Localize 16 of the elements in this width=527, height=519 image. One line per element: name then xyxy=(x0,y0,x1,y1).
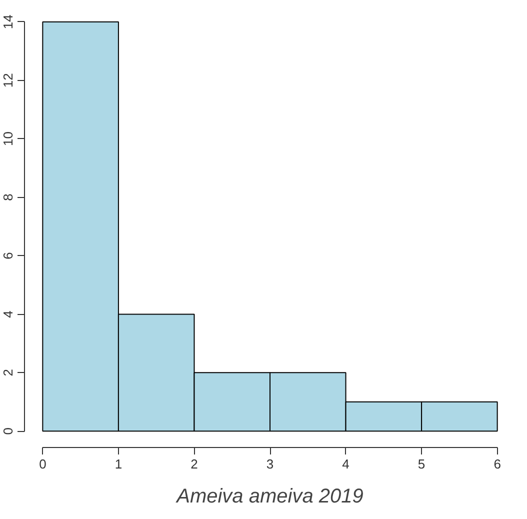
x-tick-label: 3 xyxy=(266,456,274,472)
y-tick-label: 8 xyxy=(0,194,16,201)
x-tick-label: 4 xyxy=(342,456,350,472)
x-tick-label: 5 xyxy=(418,456,426,472)
x-tick-label: 6 xyxy=(494,456,501,472)
y-tick-label: 0 xyxy=(0,428,16,435)
y-tick-label: 14 xyxy=(0,14,16,30)
x-tick-label: 1 xyxy=(114,456,122,472)
x-tick-label: 2 xyxy=(190,456,198,472)
x-tick-label: 0 xyxy=(39,456,46,472)
y-tick-label: 12 xyxy=(0,73,16,88)
y-tick-label: 4 xyxy=(0,310,16,318)
y-tick-label: 6 xyxy=(0,252,16,260)
x-axis-title: Ameiva ameiva 2019 xyxy=(176,486,364,508)
y-tick-label: 2 xyxy=(0,369,16,376)
y-tick-label: 10 xyxy=(0,132,16,146)
